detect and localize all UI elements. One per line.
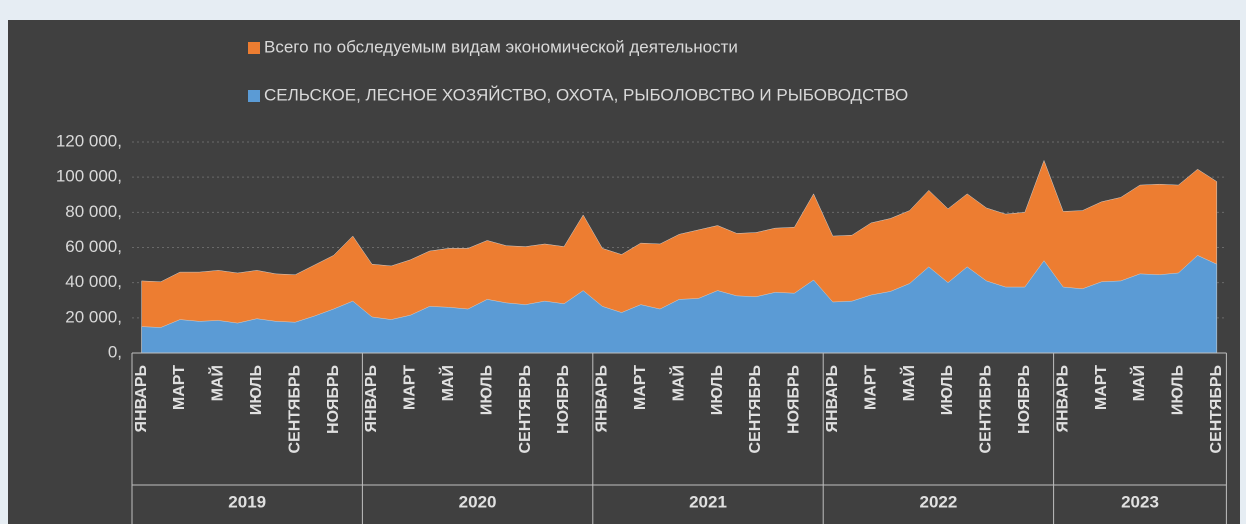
year-label: 2019: [228, 492, 266, 511]
y-tick-label: 80 000,: [65, 202, 122, 221]
x-tick-label: МАЙ: [668, 365, 687, 401]
x-tick-label: МАЙ: [438, 365, 457, 401]
y-tick-label: 60 000,: [65, 237, 122, 256]
x-tick-label: МАЙ: [1129, 365, 1148, 401]
x-tick-label: СЕНТЯБРЬ: [747, 365, 764, 454]
y-tick-label: 40 000,: [65, 272, 122, 291]
x-tick-label: СЕНТЯБРЬ: [286, 365, 303, 454]
year-label: 2021: [689, 492, 727, 511]
x-tick-label: ЯНВАРЬ: [594, 365, 611, 433]
x-tick-label: НОЯБРЬ: [786, 365, 803, 434]
x-tick-label: МАРТ: [1093, 365, 1110, 410]
area: [141, 255, 1218, 354]
y-tick-label: 100 000,: [56, 167, 122, 186]
x-tick-label: НОЯБРЬ: [555, 365, 572, 434]
year-label: 2022: [919, 492, 957, 511]
x-tick-label: СЕНТЯБРЬ: [978, 365, 995, 454]
legend-swatch: [248, 90, 260, 102]
x-tick-label: НОЯБРЬ: [325, 365, 342, 434]
x-tick-label: МАРТ: [171, 365, 188, 410]
year-label: 2020: [459, 492, 497, 511]
x-tick-label: МАЙ: [208, 365, 227, 401]
x-tick-label: ИЮЛЬ: [939, 365, 956, 415]
legend-swatch: [248, 42, 260, 54]
year-label: 2023: [1121, 492, 1159, 511]
x-tick-label: НОЯБРЬ: [1016, 365, 1033, 434]
y-tick-label: 120 000,: [56, 131, 122, 150]
y-tick-label: 0,: [108, 342, 122, 361]
x-tick-label: СЕНТЯБРЬ: [1208, 365, 1225, 454]
x-tick-label: МАЙ: [899, 365, 918, 401]
x-tick-label: МАРТ: [862, 365, 879, 410]
x-tick-label: МАРТ: [632, 365, 649, 410]
x-tick-label: СЕНТЯБРЬ: [517, 365, 534, 454]
x-tick-label: ЯНВАРЬ: [824, 365, 841, 433]
x-tick-label: ИЮЛЬ: [478, 365, 495, 415]
x-tick-label: ИЮЛЬ: [709, 365, 726, 415]
x-tick-label: ИЮЛЬ: [248, 365, 265, 415]
x-tick-label: ИЮЛЬ: [1170, 365, 1187, 415]
legend-label: СЕЛЬСКОЕ, ЛЕСНОЕ ХОЗЯЙСТВО, ОХОТА, РЫБОЛ…: [264, 85, 908, 104]
x-tick-label: ЯНВАРЬ: [1054, 365, 1071, 433]
x-tick-label: ЯНВАРЬ: [363, 365, 380, 433]
y-tick-label: 20 000,: [65, 307, 122, 326]
x-tick-label: ЯНВАРЬ: [133, 365, 150, 433]
legend-label: Всего по обследуемым видам экономической…: [264, 37, 738, 56]
x-tick-label: МАРТ: [402, 365, 419, 410]
